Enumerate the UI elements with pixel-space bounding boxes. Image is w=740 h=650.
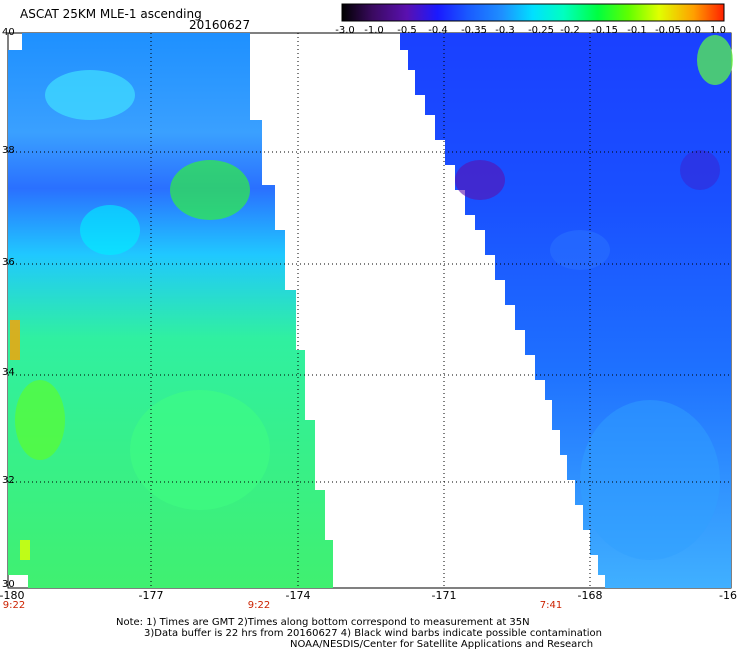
lat-label: 30 — [2, 579, 15, 590]
lat-label: 36 — [2, 257, 15, 268]
left-swath-blob — [45, 70, 135, 120]
colorbar-label: -0.05 — [655, 25, 681, 36]
left-swath-blob — [170, 160, 250, 220]
lat-label: 34 — [2, 367, 15, 378]
colorbar-label: 0.0 — [685, 25, 701, 36]
time-label: 9:22 — [2, 600, 26, 611]
colorbar-label: -3.0 — [335, 25, 355, 36]
note-line-3: NOAA/NESDIS/Center for Satellite Applica… — [290, 639, 594, 650]
colorbar-label: -0.35 — [461, 25, 487, 36]
chart-title: ASCAT 25KM MLE-1 ascending — [20, 7, 202, 21]
lon-label: -171 — [431, 589, 457, 602]
right-swath-blob — [455, 160, 505, 200]
left-swath-blob — [15, 380, 65, 460]
lon-label: -16 — [719, 589, 737, 602]
colorbar-label: -0.3 — [495, 25, 515, 36]
grid — [8, 33, 731, 588]
time-label: 7:41 — [539, 600, 563, 611]
chart-date: 20160627 — [189, 18, 251, 32]
lon-label: -180 — [0, 589, 25, 602]
right-swath-blob — [680, 150, 720, 190]
right-swath-blob — [550, 230, 610, 270]
left-swath-hotspot — [20, 540, 30, 560]
left-swath-blob — [80, 205, 140, 255]
colorbar-label: 1.0 — [710, 25, 726, 36]
colorbar-label: -1.0 — [364, 25, 384, 36]
right-swath-blob — [697, 35, 733, 85]
colorbar-label: -0.4 — [428, 25, 448, 36]
colorbar — [341, 3, 725, 22]
left-swath-blob — [130, 390, 270, 510]
lon-label: -168 — [577, 589, 603, 602]
lat-label: 40 — [2, 27, 15, 38]
lat-label: 38 — [2, 145, 15, 156]
lat-label: 32 — [2, 475, 15, 486]
colorbar-label: -0.5 — [397, 25, 417, 36]
left-swath-hotspot — [10, 320, 20, 360]
colorbar-label: -0.25 — [528, 25, 554, 36]
right-swath-blob — [580, 400, 720, 560]
note-line-1: Note: 1) Times are GMT 2)Times along bot… — [116, 617, 530, 628]
colorbar-label: -0.1 — [627, 25, 647, 36]
lon-label: -177 — [138, 589, 164, 602]
lon-label: -174 — [285, 589, 311, 602]
time-label: 9:22 — [247, 600, 271, 611]
colorbar-label: -0.15 — [592, 25, 618, 36]
note-line-2: 3)Data buffer is 22 hrs from 20160627 4)… — [144, 628, 602, 639]
colorbar-label: -0.2 — [560, 25, 580, 36]
